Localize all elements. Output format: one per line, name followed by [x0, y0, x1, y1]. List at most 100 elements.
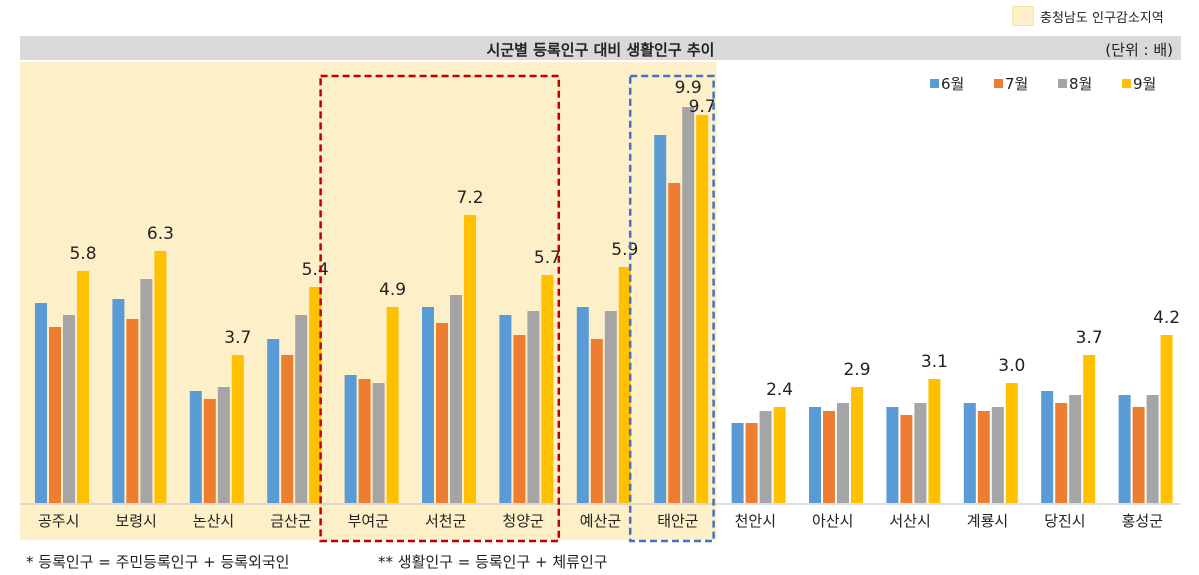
data-label-공주시: 5.8 [69, 244, 96, 264]
highlight-legend-label: 충청남도 인구감소지역 [1040, 10, 1164, 26]
highlight-swatch-icon [1012, 6, 1034, 26]
tick-label-부여군: 부여군 [348, 512, 390, 530]
data-label-부여군: 4.9 [379, 280, 406, 300]
data-label-천안시: 2.4 [766, 380, 793, 400]
highlight-region [20, 62, 717, 540]
tick-label-계룡시: 계룡시 [967, 512, 1008, 530]
footnote-living: ** 생활인구 = 등록인구 + 체류인구 [378, 553, 608, 571]
tick-label-청양군: 청양군 [502, 512, 544, 530]
tick-label-홍성군: 홍성군 [1122, 512, 1164, 530]
legend-swatch-7월 [994, 79, 1003, 88]
bar-천안시-6월 [731, 423, 744, 503]
data-label-금산군: 5.4 [302, 260, 329, 280]
bar-금산군-7월 [281, 355, 294, 503]
bar-서천군-6월 [422, 307, 434, 503]
data-label-아산시: 2.9 [843, 360, 870, 380]
bar-보령시-8월 [140, 279, 153, 503]
bar-태안군-9월 [696, 115, 709, 503]
data-label-보령시: 6.3 [147, 224, 174, 244]
bar-아산시-8월 [837, 403, 849, 503]
data-label-예산군: 5.9 [611, 240, 638, 260]
legend-label-8월: 8월 [1069, 75, 1092, 93]
tick-label-금산군: 금산군 [270, 512, 312, 530]
tick-label-보령시: 보령시 [115, 512, 156, 530]
bar-보령시-9월 [154, 251, 167, 503]
unit-label: (단위 : 배) [1105, 41, 1173, 59]
footnote-registered: * 등록인구 = 주민등록인구 + 등록외국인 [26, 553, 290, 571]
bar-보령시-7월 [126, 319, 139, 503]
bar-부여군-6월 [344, 375, 357, 503]
bar-예산군-9월 [618, 267, 631, 503]
tick-label-천안시: 천안시 [735, 512, 776, 530]
bar-금산군-6월 [267, 339, 280, 503]
bar-홍성군-7월 [1132, 407, 1145, 503]
bar-논산시-6월 [189, 391, 202, 503]
bar-천안시-8월 [759, 411, 772, 503]
bar-당진시-6월 [1041, 391, 1054, 503]
title-bar: 시군별 등록인구 대비 생활인구 추이 (단위 : 배) [20, 36, 1181, 60]
tick-label-서천군: 서천군 [425, 512, 467, 530]
bar-당진시-8월 [1069, 395, 1082, 503]
bar-예산군-6월 [576, 307, 589, 503]
bar-서산시-7월 [900, 415, 913, 503]
bar-계룡시-7월 [977, 411, 990, 503]
bar-아산시-9월 [851, 387, 863, 503]
tick-label-논산시: 논산시 [193, 512, 234, 530]
bar-천안시-7월 [745, 423, 758, 503]
bar-태안군-6월 [654, 135, 667, 503]
bar-논산시-9월 [231, 355, 244, 503]
data-label-논산시: 3.7 [224, 328, 251, 348]
bar-청양군-8월 [527, 311, 540, 503]
bar-계룡시-8월 [991, 407, 1004, 503]
bar-서천군-7월 [436, 323, 448, 503]
blue-dashed-box [628, 74, 715, 543]
data-label-당진시: 3.7 [1076, 328, 1103, 348]
bar-태안군-8월 [682, 107, 695, 503]
legend-swatch-6월 [930, 79, 939, 88]
tick-label-공주시: 공주시 [38, 512, 79, 530]
bar-공주시-6월 [35, 303, 47, 503]
legend-label-6월: 6월 [941, 75, 964, 93]
bar-서천군-9월 [464, 215, 476, 503]
data-label-태안군-1: 9.7 [689, 97, 716, 117]
bar-계룡시-9월 [1005, 383, 1018, 503]
bar-당진시-7월 [1055, 403, 1068, 503]
bar-예산군-8월 [604, 311, 617, 503]
bar-청양군-6월 [499, 315, 512, 503]
tick-label-당진시: 당진시 [1044, 512, 1085, 530]
tick-label-서산시: 서산시 [889, 512, 930, 530]
bar-아산시-7월 [823, 411, 835, 503]
data-label-청양군: 5.7 [534, 248, 561, 268]
tick-label-예산군: 예산군 [580, 512, 622, 530]
tick-label-아산시: 아산시 [812, 512, 853, 530]
bar-금산군-8월 [295, 315, 308, 503]
highlight-legend: 충청남도 인구감소지역 [1012, 6, 1164, 26]
data-label-태안군: 9.9 [675, 78, 702, 98]
bar-부여군-9월 [386, 307, 399, 503]
bar-보령시-6월 [112, 299, 125, 503]
bar-공주시-7월 [49, 327, 61, 503]
chart-title: 시군별 등록인구 대비 생활인구 추이 [486, 41, 715, 59]
bar-부여군-8월 [372, 383, 385, 503]
bar-서산시-8월 [914, 403, 927, 503]
data-label-서천군: 7.2 [456, 188, 483, 208]
bar-공주시-9월 [77, 271, 89, 503]
bar-청양군-9월 [541, 275, 554, 503]
bar-공주시-8월 [63, 315, 75, 503]
bar-논산시-7월 [203, 399, 216, 503]
bar-청양군-7월 [513, 335, 526, 503]
bar-천안시-9월 [773, 407, 786, 503]
data-label-홍성군: 4.2 [1153, 308, 1180, 328]
bar-논산시-8월 [217, 387, 230, 503]
data-label-계룡시: 3.0 [998, 356, 1025, 376]
legend-swatch-8월 [1058, 79, 1067, 88]
bar-부여군-7월 [358, 379, 371, 503]
legend-swatch-9월 [1122, 79, 1131, 88]
legend-label-7월: 7월 [1005, 75, 1028, 93]
bar-예산군-7월 [590, 339, 603, 503]
tick-label-태안군: 태안군 [657, 512, 699, 530]
bar-계룡시-6월 [963, 403, 976, 503]
bar-홍성군-8월 [1146, 395, 1159, 503]
